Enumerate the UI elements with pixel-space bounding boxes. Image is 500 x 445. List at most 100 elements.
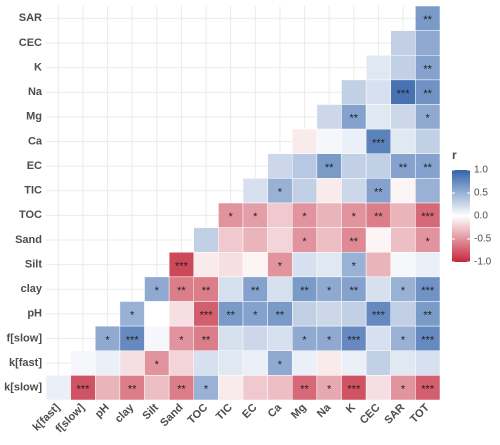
cell <box>365 350 391 376</box>
y-tick-label: f[slow] <box>7 332 43 344</box>
significance-label: * <box>302 236 307 248</box>
cell <box>316 301 342 327</box>
cell <box>341 276 367 302</box>
significance-label: * <box>179 334 184 346</box>
significance-label: ** <box>399 162 408 174</box>
x-tick-label: Ca <box>266 401 285 420</box>
cell <box>292 301 318 327</box>
cell <box>390 276 416 302</box>
significance-label: ** <box>226 310 235 322</box>
significance-label: ** <box>350 113 359 125</box>
cell <box>390 375 416 401</box>
cell <box>267 276 293 302</box>
significance-label: * <box>253 211 258 223</box>
y-tick-label: Silt <box>25 258 42 270</box>
cell <box>365 202 391 228</box>
colorbar-tick-label: 1.0 <box>474 165 488 176</box>
y-tick-label: TIC <box>24 185 42 197</box>
significance-label: * <box>401 334 406 346</box>
y-tick-label: k[slow] <box>4 382 42 394</box>
cell <box>193 325 219 351</box>
cell <box>341 79 367 105</box>
significance-label: *** <box>175 260 189 272</box>
cell <box>415 79 441 105</box>
cell <box>292 325 318 351</box>
cell <box>218 325 244 351</box>
cell <box>316 104 342 130</box>
cell <box>144 375 170 401</box>
cell <box>316 227 342 253</box>
cell <box>119 301 145 327</box>
cell <box>70 375 96 401</box>
significance-label: ** <box>350 236 359 248</box>
x-tick-label: CEC <box>358 402 383 427</box>
significance-label: * <box>401 384 406 396</box>
cell <box>218 375 244 401</box>
cell <box>365 128 391 154</box>
significance-label: * <box>327 334 332 346</box>
significance-label: * <box>278 187 283 199</box>
y-tick-label: Mg <box>26 111 42 123</box>
significance-label: * <box>426 113 431 125</box>
cell <box>267 153 293 179</box>
significance-label: ** <box>276 310 285 322</box>
significance-label: ** <box>423 63 432 75</box>
significance-label: * <box>204 384 209 396</box>
cell <box>365 325 391 351</box>
cell <box>341 350 367 376</box>
significance-label: *** <box>77 384 91 396</box>
cell <box>415 153 441 179</box>
cell <box>365 104 391 130</box>
y-tick-label: Sand <box>15 234 42 246</box>
significance-label: * <box>155 359 160 371</box>
cell <box>242 227 268 253</box>
cell <box>292 375 318 401</box>
cell <box>341 153 367 179</box>
y-tick-label: Na <box>28 86 43 98</box>
significance-label: *** <box>372 310 386 322</box>
cell <box>45 375 71 401</box>
x-tick-label: pH <box>93 402 112 421</box>
y-tick-label: K <box>34 61 42 73</box>
cell <box>365 375 391 401</box>
cell <box>242 325 268 351</box>
cell <box>415 55 441 81</box>
significance-label: ** <box>423 88 432 100</box>
cell <box>70 350 96 376</box>
cell <box>390 325 416 351</box>
cell <box>119 350 145 376</box>
cell <box>415 227 441 253</box>
significance-label: ** <box>128 384 137 396</box>
cell <box>390 104 416 130</box>
cell <box>193 252 219 278</box>
cell <box>218 276 244 302</box>
y-tick-label: EC <box>27 160 42 172</box>
significance-label: ** <box>177 384 186 396</box>
cell <box>341 227 367 253</box>
significance-label: *** <box>200 310 214 322</box>
significance-label: ** <box>300 285 309 297</box>
cell <box>267 375 293 401</box>
cell <box>316 325 342 351</box>
significance-label: * <box>253 310 258 322</box>
cell <box>415 375 441 401</box>
cell <box>415 202 441 228</box>
significance-label: * <box>352 211 357 223</box>
cell <box>365 55 391 81</box>
x-tick-label: Na <box>315 401 334 420</box>
cell <box>242 375 268 401</box>
significance-label: ** <box>325 162 334 174</box>
significance-label: ** <box>202 285 211 297</box>
cell <box>316 350 342 376</box>
significance-label: * <box>105 334 110 346</box>
x-tick-label: TIC <box>214 402 235 423</box>
cell <box>292 153 318 179</box>
colorbar-tick-label: -1.0 <box>474 257 492 268</box>
cell <box>267 325 293 351</box>
cell <box>168 252 194 278</box>
x-tick-label: Sand <box>158 402 186 430</box>
x-tick-label: K <box>344 402 358 416</box>
significance-label: * <box>401 285 406 297</box>
significance-label: *** <box>421 285 435 297</box>
